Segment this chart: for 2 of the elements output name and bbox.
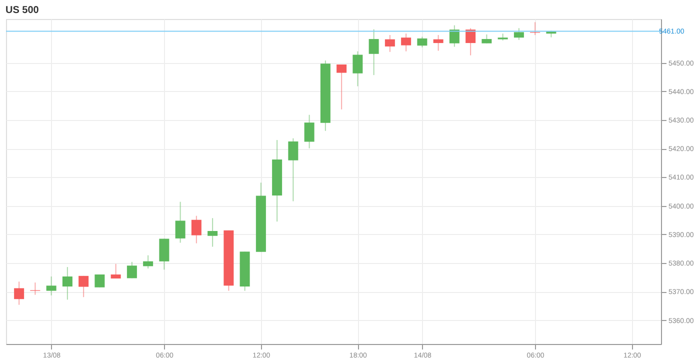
- candlestick: [94, 274, 105, 288]
- chart-title: US 500: [6, 5, 40, 16]
